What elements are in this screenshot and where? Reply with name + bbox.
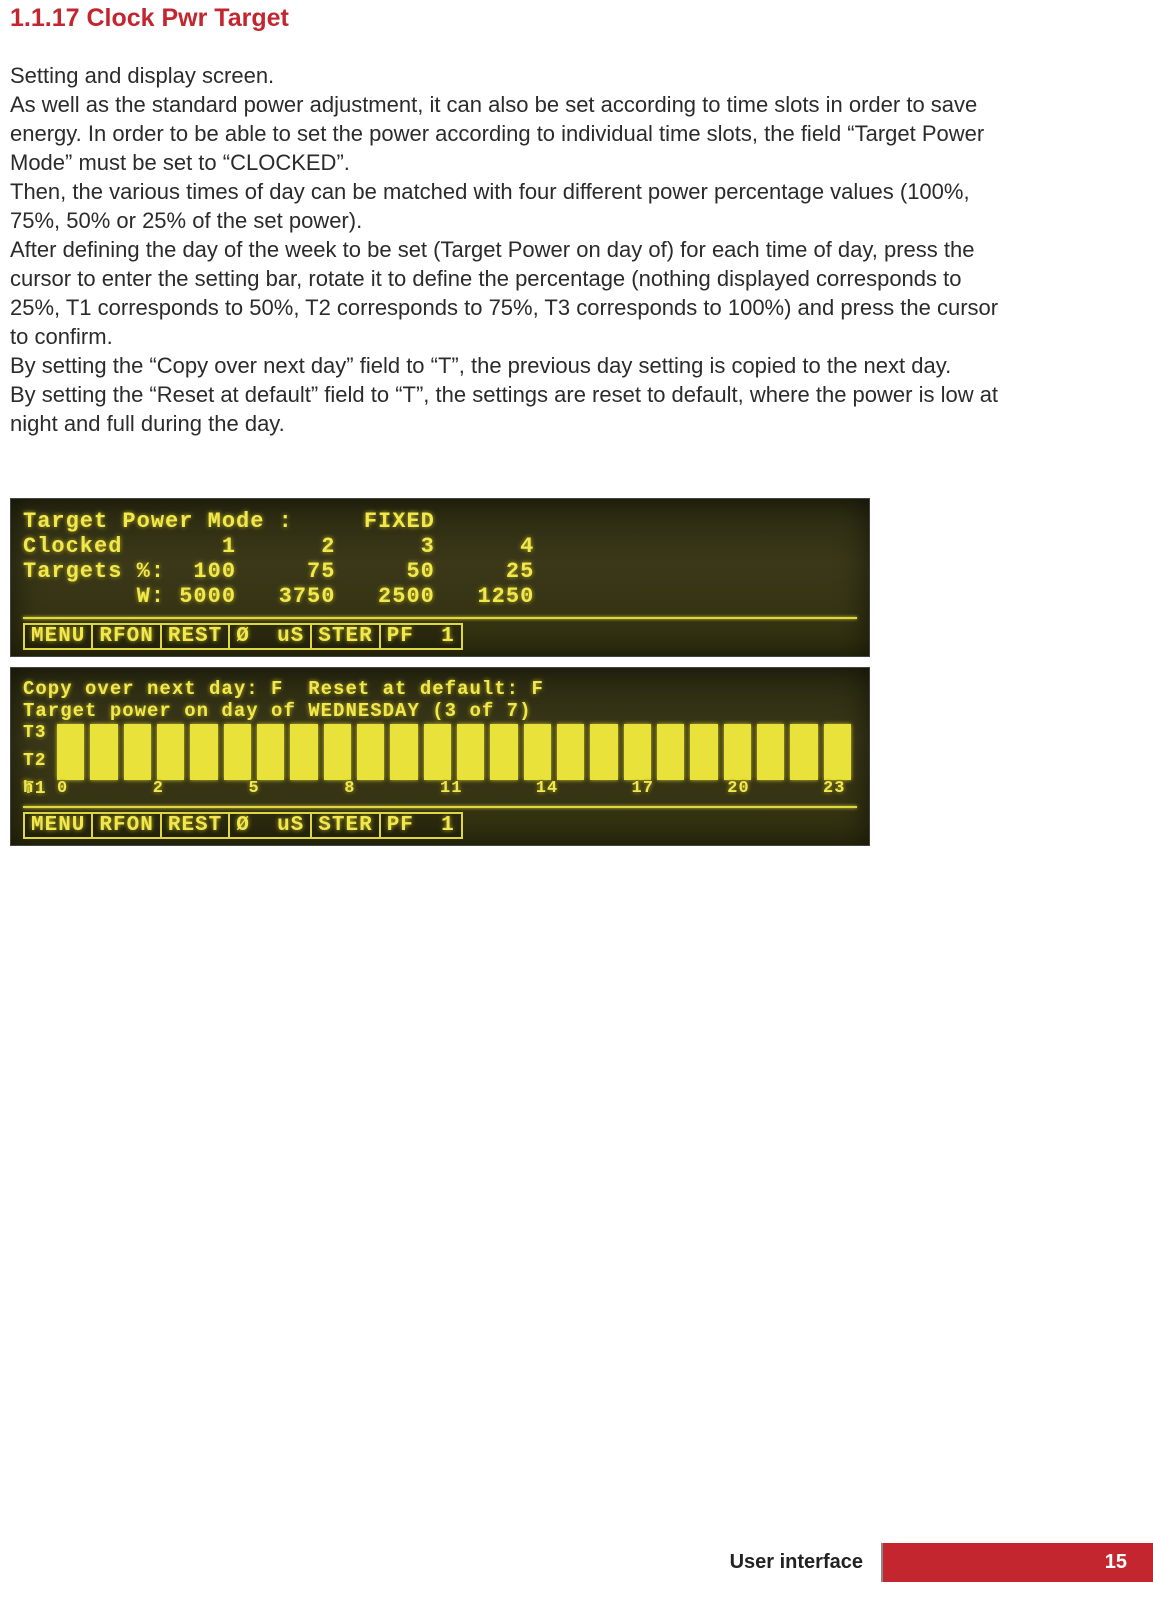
lcd-divider <box>23 806 857 808</box>
hour-bar <box>457 724 484 780</box>
body-text: Setting and display screen. As well as t… <box>10 61 1010 438</box>
hour-bar <box>490 724 517 780</box>
status-seg: REST <box>160 812 230 839</box>
lcd-screens: Target Power Mode : FIXED Clocked 1 2 3 … <box>10 498 1103 846</box>
footer-section-label: User interface <box>712 1543 883 1582</box>
lcd2-barchart: T3 T2 T1 h 0 2 5 8 11 14 17 20 23 <box>23 724 857 798</box>
status-seg: Ø uS <box>228 623 312 650</box>
status-seg: PF 1 <box>379 623 463 650</box>
lcd1-line4: W: 5000 3750 2500 1250 <box>23 584 857 609</box>
hour-bar <box>57 724 84 780</box>
lcd2-line2: Target power on day of WEDNESDAY (3 of 7… <box>23 700 857 722</box>
xtick: 2 <box>153 779 181 798</box>
paragraph: Then, the various times of day can be ma… <box>10 177 1010 235</box>
xtick: 17 <box>632 779 660 798</box>
lcd-screen-1: Target Power Mode : FIXED Clocked 1 2 3 … <box>10 498 870 657</box>
lcd2-h-label: h <box>23 779 34 798</box>
status-seg: RFON <box>91 812 161 839</box>
xtick: 23 <box>823 779 851 798</box>
hour-bar <box>690 724 717 780</box>
status-seg: PF 1 <box>379 812 463 839</box>
status-seg: Ø uS <box>228 812 312 839</box>
status-seg: REST <box>160 623 230 650</box>
lcd2-bars <box>57 724 851 780</box>
hour-bar <box>157 724 184 780</box>
lcd-screen-2: Copy over next day: F Reset at default: … <box>10 667 870 846</box>
hour-bar <box>590 724 617 780</box>
xtick: 5 <box>249 779 277 798</box>
status-seg: STER <box>310 623 380 650</box>
lcd1-statusbar: MENU RFON REST Ø uS STER PF 1 <box>23 623 857 650</box>
lcd1-line1: Target Power Mode : FIXED <box>23 509 857 534</box>
page-footer: User interface 15 <box>0 1543 1153 1582</box>
hour-bar <box>424 724 451 780</box>
lcd2-statusbar: MENU RFON REST Ø uS STER PF 1 <box>23 812 857 839</box>
ylabel: T3 <box>23 724 47 742</box>
hour-bar <box>324 724 351 780</box>
xtick: 0 <box>57 779 85 798</box>
ylabel: T2 <box>23 752 47 770</box>
paragraph: By setting the “Copy over next day” fiel… <box>10 351 1010 380</box>
hour-bar <box>557 724 584 780</box>
lcd-divider <box>23 617 857 619</box>
paragraph: Setting and display screen. <box>10 61 1010 90</box>
hour-bar <box>90 724 117 780</box>
lcd2-xaxis: 0 2 5 8 11 14 17 20 23 <box>57 779 851 798</box>
hour-bar <box>524 724 551 780</box>
footer-page-number: 15 <box>883 1543 1153 1582</box>
hour-bar <box>390 724 417 780</box>
paragraph: As well as the standard power adjustment… <box>10 90 1010 177</box>
paragraph: After defining the day of the week to be… <box>10 235 1010 351</box>
hour-bar <box>190 724 217 780</box>
paragraph: By setting the “Reset at default” field … <box>10 380 1010 438</box>
lcd2-line1: Copy over next day: F Reset at default: … <box>23 678 857 700</box>
hour-bar <box>124 724 151 780</box>
status-seg: STER <box>310 812 380 839</box>
status-seg: MENU <box>23 812 93 839</box>
status-seg: RFON <box>91 623 161 650</box>
hour-bar <box>624 724 651 780</box>
hour-bar <box>757 724 784 780</box>
hour-bar <box>790 724 817 780</box>
xtick: 14 <box>536 779 564 798</box>
status-seg: MENU <box>23 623 93 650</box>
xtick: 11 <box>440 779 468 798</box>
hour-bar <box>724 724 751 780</box>
hour-bar <box>824 724 851 780</box>
hour-bar <box>657 724 684 780</box>
lcd1-line3: Targets %: 100 75 50 25 <box>23 559 857 584</box>
section-heading: 1.1.17 Clock Pwr Target <box>10 0 1103 33</box>
xtick: 8 <box>344 779 372 798</box>
hour-bar <box>357 724 384 780</box>
hour-bar <box>257 724 284 780</box>
xtick: 20 <box>727 779 755 798</box>
lcd1-line2: Clocked 1 2 3 4 <box>23 534 857 559</box>
hour-bar <box>224 724 251 780</box>
hour-bar <box>290 724 317 780</box>
